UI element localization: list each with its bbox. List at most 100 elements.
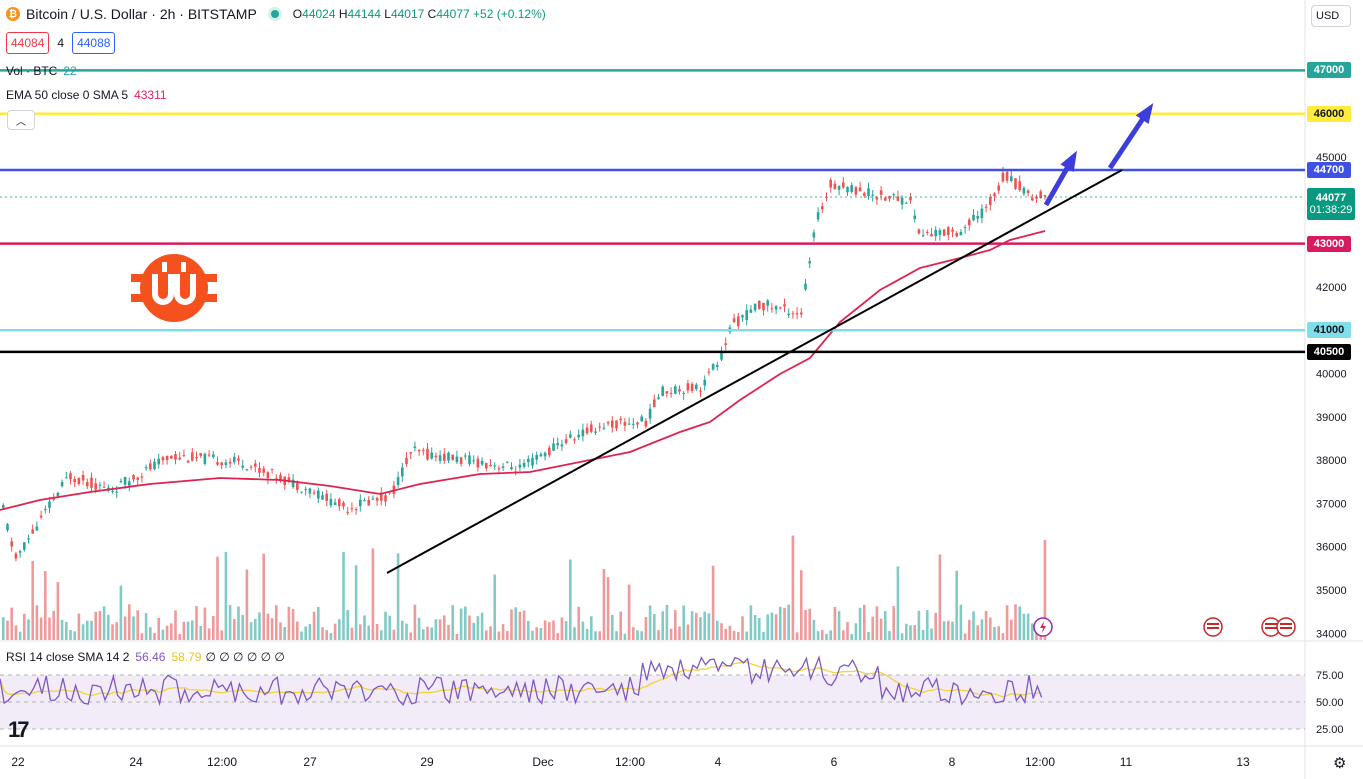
volume-bar [1035,630,1038,640]
rsi-legend[interactable]: RSI 14 close SMA 14 2 56.46 58.79 ∅ ∅ ∅ ∅ ∅… [6,650,285,664]
candle-body [661,386,664,396]
candle-body [245,469,249,471]
volume-bar [94,611,97,640]
candle-body [384,495,387,502]
buy-button[interactable]: 44088 [72,32,116,54]
volume-bar [888,631,891,640]
market-status-icon [270,10,279,18]
volume-bar [871,616,874,640]
volume-bar [1010,619,1013,640]
flag-stripe [1280,627,1292,629]
time-axis-label: 12:00 [615,755,645,769]
candle-body [493,465,496,467]
candle-body [367,499,370,506]
volume-bar [27,619,30,640]
volume-bar [808,608,811,640]
volume-bar [741,616,744,640]
volume-bar [283,627,286,640]
time-axis-label: 27 [303,755,317,769]
candle-body [430,452,433,459]
candle-body [98,484,102,486]
volume-bar [854,623,858,640]
candle-body [254,463,257,467]
candle-body [422,449,425,451]
candle-body [258,468,261,473]
candle-body [770,308,774,310]
candle-body [825,196,828,198]
volume-bar [241,614,244,640]
price-axis-label: 40000 [1316,369,1347,381]
candle-body [333,502,337,506]
symbol-header[interactable]: ₿ Bitcoin / U.S. Dollar · 2h · BITSTAMP … [6,6,546,22]
sell-button[interactable]: 44084 [6,32,50,54]
candle-body [783,304,786,307]
volume-bar [699,617,702,640]
volume-bar [842,630,845,640]
volume-bar [430,627,433,640]
volume-bar [917,610,921,640]
volume-bar [140,633,144,640]
price-axis-label: 36000 [1316,542,1347,554]
candle-body [203,453,207,464]
settings-icon[interactable]: ⚙ [1333,755,1347,772]
volume-bar [560,617,564,640]
candle-body [732,318,736,323]
volume-bar [132,616,135,640]
candle-body [590,424,593,432]
volume-bar [60,619,64,640]
volume-bar [321,627,324,640]
candle-body [317,490,320,499]
volume-bar [39,617,43,640]
candle-body [350,508,354,510]
candle-body [627,423,631,425]
price-axis-label: 39000 [1316,412,1347,424]
volume-bar [514,607,517,640]
volume-bar [573,627,576,640]
volume-bar [611,614,614,640]
candle-body [623,421,627,426]
candle-body [560,444,564,447]
volume-bar [791,535,795,640]
candle-body [56,492,60,497]
volume-bar [44,571,47,640]
volume-bar [18,631,22,640]
symbol-title[interactable]: Bitcoin / U.S. Dollar · 2h · BITSTAMP [26,6,257,22]
candle-body [934,229,937,237]
ema-legend[interactable]: EMA 50 close 0 SMA 5 43311 [6,88,167,102]
volume-bar [388,615,391,640]
volume-bar [564,621,568,640]
volume-bar [984,610,988,640]
candle-body [942,229,946,236]
candle-body [506,461,509,463]
tradingview-logo-icon[interactable]: 17 [8,717,30,742]
volume-bar [884,611,887,640]
candle-body [1026,190,1030,193]
candle-body [455,456,459,462]
volume-bar [951,621,954,640]
volume-bar [342,552,345,640]
candle-body [35,526,39,531]
volume-bar [35,605,39,640]
volume-legend[interactable]: Vol · BTC 22 [6,64,77,78]
candle-body [947,227,950,236]
candle-body [65,477,68,479]
volume-bar [863,604,866,640]
volume-bar [359,624,362,640]
volume-bar [716,620,719,640]
volume-bar [363,615,366,640]
price-label-green: 47000 [1307,62,1351,79]
collapse-legend-button[interactable]: ︿ [7,110,35,130]
candle-body [18,551,22,553]
candle-body [237,458,240,461]
candle-body [396,477,400,486]
volume-bar [535,627,538,640]
volume-bar [237,606,240,640]
last-price-label: 44077 01:38:29 [1307,188,1355,220]
volume-bar [153,632,156,640]
volume-bar [296,621,299,640]
volume-bar [275,605,278,640]
currency-select[interactable]: USD [1311,5,1351,27]
time-axis-label: 24 [129,755,143,769]
candle-body [73,478,76,483]
